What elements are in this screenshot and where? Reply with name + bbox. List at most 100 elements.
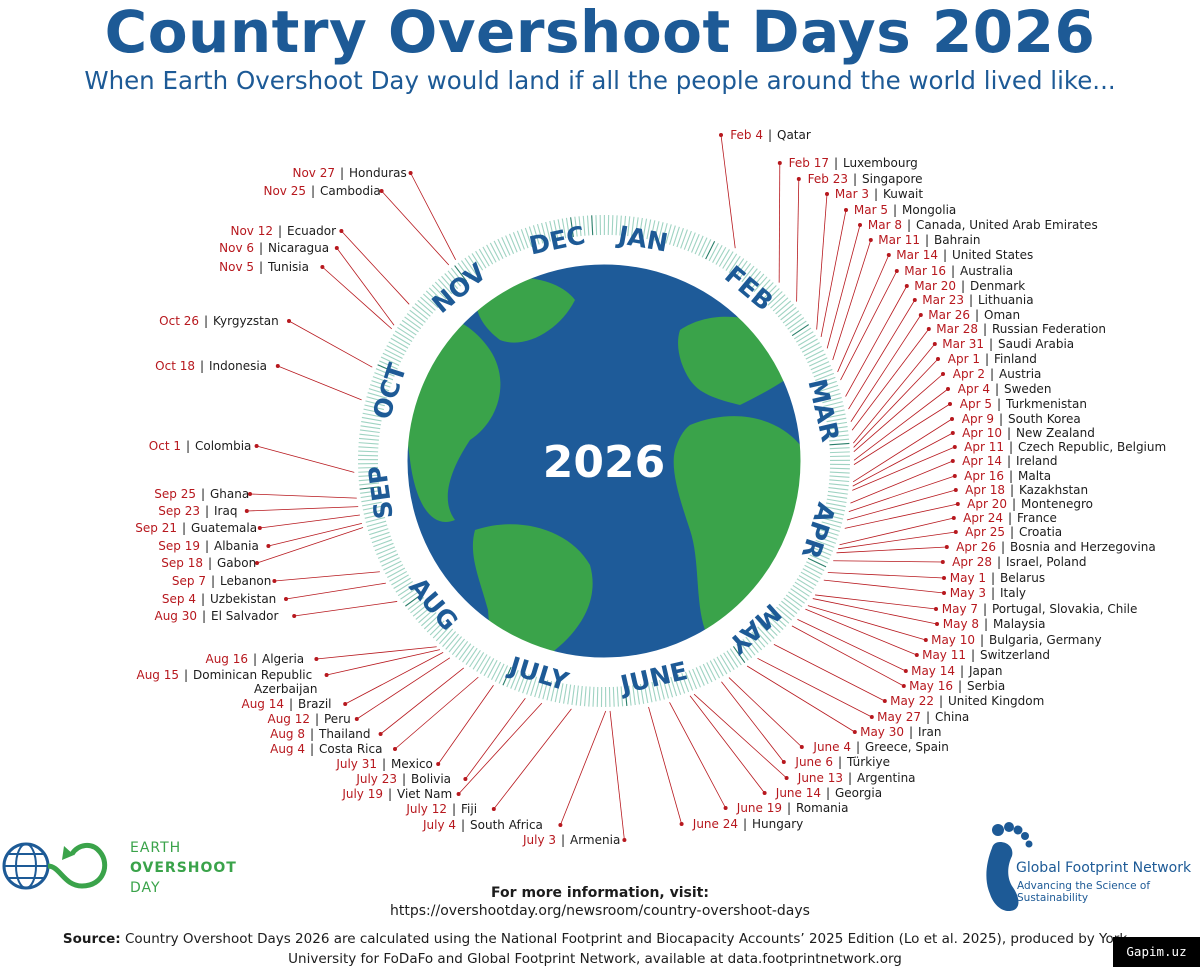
country-entry: May 7|Portugal, Slovakia, Chile — [942, 602, 1138, 616]
day-tick — [695, 236, 703, 254]
day-tick — [801, 572, 818, 582]
country-entry: Nov 6|Nicaragua — [219, 241, 329, 255]
country-entry: Feb 17|Luxembourg — [789, 156, 918, 170]
separator: | — [907, 218, 911, 232]
day-tick — [829, 480, 849, 482]
country-entry: July 19|Viet Nam — [341, 787, 452, 801]
leader-dot — [255, 444, 259, 448]
separator: | — [340, 166, 344, 180]
leader-line — [841, 271, 897, 380]
leader-line — [381, 668, 464, 734]
overshoot-date: Apr 4 — [958, 382, 990, 396]
day-tick — [383, 561, 401, 570]
overshoot-date: May 1 — [950, 571, 986, 585]
leader-dot — [951, 459, 955, 463]
day-tick — [568, 685, 571, 705]
leader-dot — [492, 807, 496, 811]
day-tick — [791, 589, 808, 600]
leader-line — [833, 561, 943, 562]
separator: | — [939, 694, 943, 708]
leader-dot — [343, 702, 347, 706]
leader-dot — [933, 342, 937, 346]
overshoot-date: Mar 16 — [904, 264, 946, 278]
leader-dot — [951, 431, 955, 435]
day-tick — [727, 651, 738, 668]
separator: | — [182, 521, 186, 535]
country-name: United Kingdom — [948, 694, 1044, 708]
leader-dot — [276, 364, 280, 368]
leader-dot — [314, 657, 318, 661]
separator: | — [208, 556, 212, 570]
country-name: Armenia — [570, 833, 620, 847]
day-tick — [830, 476, 850, 477]
country-entry: Mar 3|Kuwait — [835, 187, 923, 201]
country-entry: Aug 14|Brazil — [241, 697, 331, 711]
separator: | — [985, 352, 989, 366]
leader-line — [649, 707, 682, 824]
month-label: JUNE — [616, 656, 690, 700]
leader-line — [805, 609, 916, 655]
overshoot-date: June 14 — [775, 786, 821, 800]
day-tick — [797, 579, 814, 589]
overshoot-date: Apr 11 — [964, 440, 1004, 454]
country-name: Albania — [214, 539, 259, 553]
overshoot-date: May 8 — [943, 617, 979, 631]
country-entry: Apr 2|Austria — [953, 367, 1042, 381]
country-name: Kyrgyzstan — [213, 314, 279, 328]
day-tick — [593, 687, 594, 707]
country-entry: Apr 26|Bosnia and Herzegovina — [956, 540, 1156, 554]
day-tick — [491, 662, 500, 680]
separator: | — [310, 727, 314, 741]
country-name: Israel, Poland — [1006, 555, 1086, 569]
day-tick — [387, 568, 405, 577]
separator: | — [951, 264, 955, 278]
country-name: Costa Rica — [319, 742, 382, 756]
leader-dot — [778, 161, 782, 165]
day-tick — [717, 657, 727, 674]
overshoot-date: May 22 — [890, 694, 934, 708]
overshoot-date: Apr 10 — [962, 426, 1002, 440]
leader-line — [465, 698, 525, 779]
eod-line-overshoot: OVERSHOOT — [130, 858, 237, 878]
leader-line — [838, 532, 956, 549]
day-tick — [385, 565, 403, 574]
day-tick — [613, 687, 614, 707]
day-tick — [716, 247, 726, 264]
separator: | — [848, 771, 852, 785]
leader-dot — [719, 133, 723, 137]
overshoot-date: Apr 18 — [965, 483, 1005, 497]
overshoot-date: Sep 7 — [172, 574, 206, 588]
day-tick — [359, 438, 379, 440]
day-tick — [799, 575, 816, 585]
leader-line — [690, 696, 765, 793]
leader-line — [327, 650, 440, 675]
leader-line — [847, 490, 956, 520]
day-tick — [783, 311, 799, 323]
country-name: Argentina — [857, 771, 916, 785]
day-tick — [793, 585, 810, 596]
day-tick — [490, 243, 499, 261]
leader-dot — [457, 792, 461, 796]
day-tick — [389, 342, 407, 352]
country-name: El Salvador — [211, 609, 278, 623]
leader-dot — [272, 579, 276, 583]
country-entry: June 24|Hungary — [692, 817, 803, 831]
leader-dot — [800, 745, 804, 749]
country-name: Greece, Spain — [865, 740, 949, 754]
separator: | — [201, 592, 205, 606]
leader-dot — [355, 717, 359, 721]
day-tick — [688, 233, 695, 252]
country-name: South Africa — [470, 818, 543, 832]
day-tick — [827, 499, 847, 502]
overshoot-date: Feb 17 — [789, 156, 829, 170]
leader-dot — [339, 229, 343, 233]
separator: | — [874, 187, 878, 201]
country-name: Czech Republic, Belgium — [1018, 440, 1166, 454]
day-tick — [828, 488, 848, 490]
separator: | — [960, 664, 964, 678]
leader-dot — [844, 208, 848, 212]
day-tick — [811, 362, 829, 370]
leader-line — [322, 267, 391, 329]
separator: | — [205, 539, 209, 553]
info-url[interactable]: https://overshootday.org/newsroom/countr… — [0, 903, 1200, 919]
